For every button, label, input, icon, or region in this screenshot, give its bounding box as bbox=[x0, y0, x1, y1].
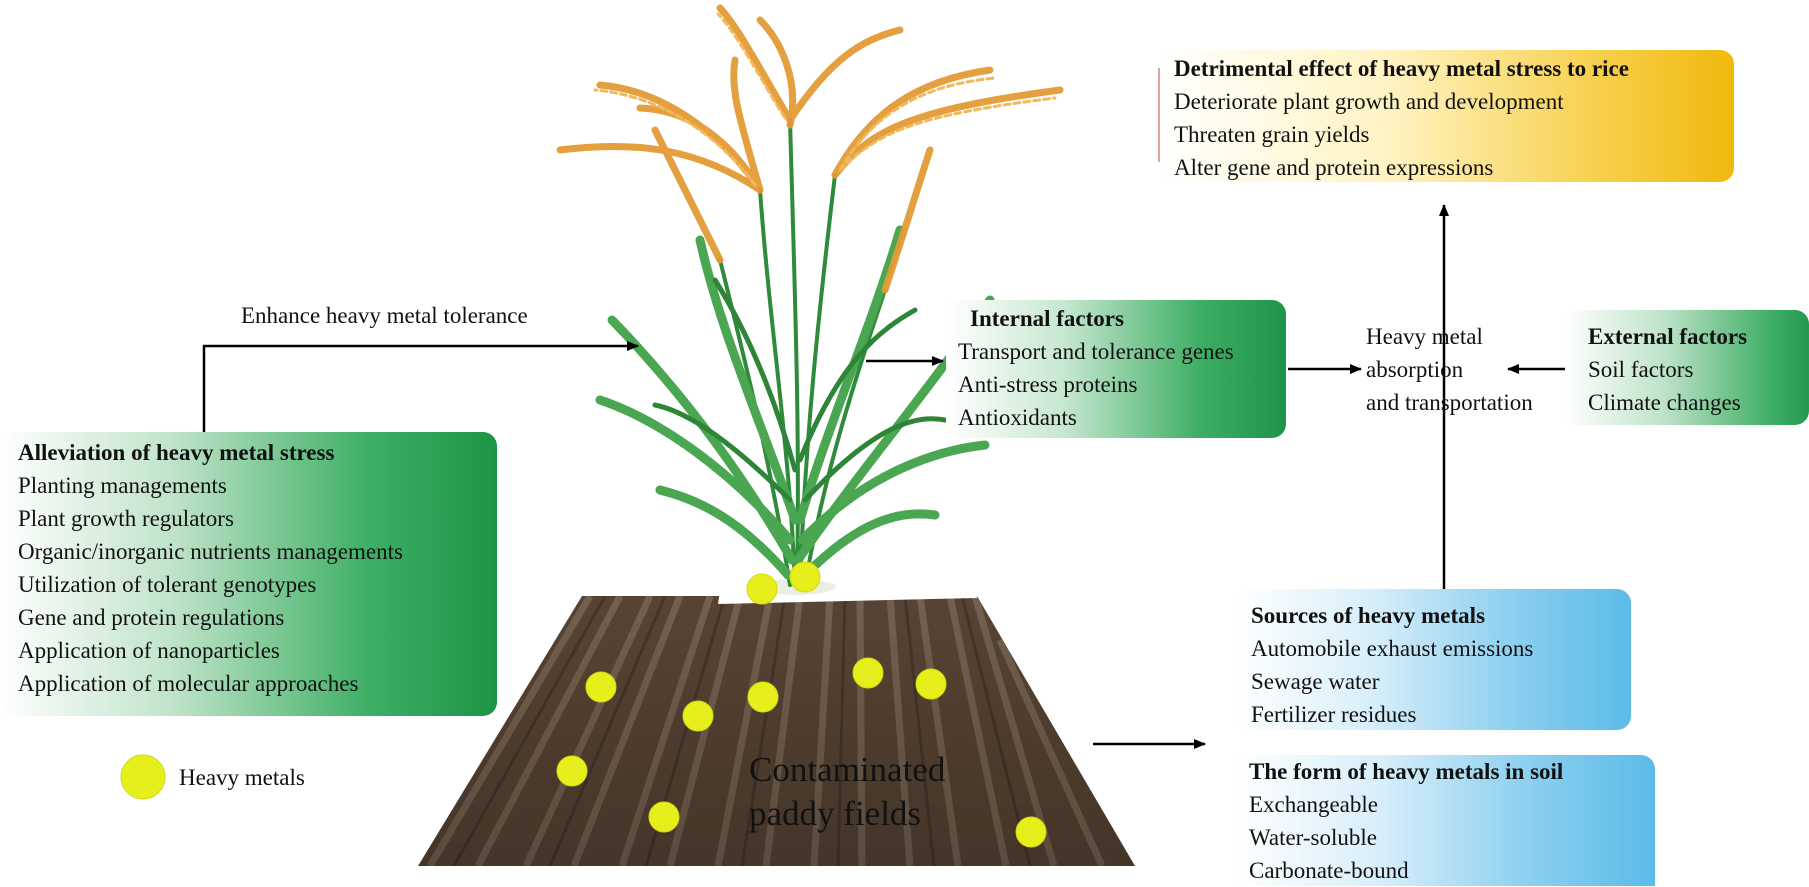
field-label: Contaminated paddy fields bbox=[749, 748, 945, 836]
internal-factor-item: Anti-stress proteins bbox=[958, 372, 1138, 397]
paddy-field-soil bbox=[418, 583, 1135, 866]
alleviation-item: Planting managements bbox=[18, 473, 227, 498]
forms-title: The form of heavy metals in soil bbox=[1249, 759, 1564, 784]
arrow-alleviation-to-plant bbox=[202, 341, 639, 440]
internal-factors-box: Internal factors Transport and tolerance… bbox=[946, 300, 1286, 438]
absorption-line: Heavy metal bbox=[1366, 324, 1483, 349]
sources-box: Sources of heavy metals Automobile exhau… bbox=[1235, 589, 1631, 730]
source-item: Sewage water bbox=[1251, 669, 1380, 694]
alleviation-item: Application of molecular approaches bbox=[18, 671, 359, 696]
heavy-metal-dot bbox=[648, 801, 680, 833]
forms-box: The form of heavy metals in soil Exchang… bbox=[1235, 755, 1655, 886]
heavy-metal-dot bbox=[747, 681, 779, 713]
heavy-metal-dot bbox=[789, 561, 821, 593]
heavy-metal-dot bbox=[556, 755, 588, 787]
internal-factor-item: Transport and tolerance genes bbox=[958, 339, 1234, 364]
heavy-metal-dot bbox=[682, 700, 714, 732]
field-label-line: paddy fields bbox=[749, 794, 922, 833]
source-item: Automobile exhaust emissions bbox=[1251, 636, 1534, 661]
external-factor-item: Soil factors bbox=[1588, 357, 1694, 382]
heavy-metal-dots bbox=[120, 561, 1047, 848]
absorption-line: and transportation bbox=[1366, 390, 1533, 415]
form-item: Exchangeable bbox=[1249, 792, 1378, 817]
heavy-metal-dot bbox=[915, 668, 947, 700]
form-item: Water-soluble bbox=[1249, 825, 1377, 850]
heavy-metal-dot bbox=[746, 573, 778, 605]
sources-title: Sources of heavy metals bbox=[1251, 603, 1486, 628]
internal-factor-item: Antioxidants bbox=[958, 405, 1077, 430]
heavy-metal-dot bbox=[1015, 816, 1047, 848]
alleviation-item: Gene and protein regulations bbox=[18, 605, 285, 630]
alleviation-item: Plant growth regulators bbox=[18, 506, 234, 531]
field-label-line: Contaminated bbox=[749, 750, 946, 789]
absorption-label: Heavy metal absorption and transportatio… bbox=[1366, 320, 1533, 419]
rice-plant-illustration bbox=[556, 4, 1064, 595]
alleviation-title: Alleviation of heavy metal stress bbox=[18, 440, 335, 465]
alleviation-item: Organic/inorganic nutrients managements bbox=[18, 539, 403, 564]
legend-dot bbox=[120, 754, 166, 800]
heavy-metal-dot bbox=[585, 671, 617, 703]
enhance-tolerance-label: Enhance heavy metal tolerance bbox=[241, 303, 528, 328]
external-factor-item: Climate changes bbox=[1588, 390, 1741, 415]
external-factors-title: External factors bbox=[1588, 324, 1748, 349]
detrimental-effect-title: Detrimental effect of heavy metal stress… bbox=[1174, 56, 1629, 81]
alleviation-box: Alleviation of heavy metal stress Planti… bbox=[0, 432, 497, 716]
detrimental-item: Alter gene and protein expressions bbox=[1174, 155, 1494, 180]
source-item: Fertilizer residues bbox=[1251, 702, 1417, 727]
absorption-line: absorption bbox=[1366, 357, 1464, 382]
detrimental-item: Deteriorate plant growth and development bbox=[1174, 89, 1564, 114]
alleviation-item: Application of nanoparticles bbox=[18, 638, 280, 663]
form-item: Carbonate-bound bbox=[1249, 858, 1409, 883]
internal-factors-title: Internal factors bbox=[970, 306, 1124, 331]
alleviation-item: Utilization of tolerant genotypes bbox=[18, 572, 317, 597]
detrimental-effect-box: Detrimental effect of heavy metal stress… bbox=[1160, 50, 1734, 182]
heavy-metal-dot bbox=[852, 657, 884, 689]
detrimental-item: Threaten grain yields bbox=[1174, 122, 1370, 147]
legend-label: Heavy metals bbox=[179, 765, 305, 790]
external-factors-box: External factors Soil factors Climate ch… bbox=[1565, 310, 1809, 425]
